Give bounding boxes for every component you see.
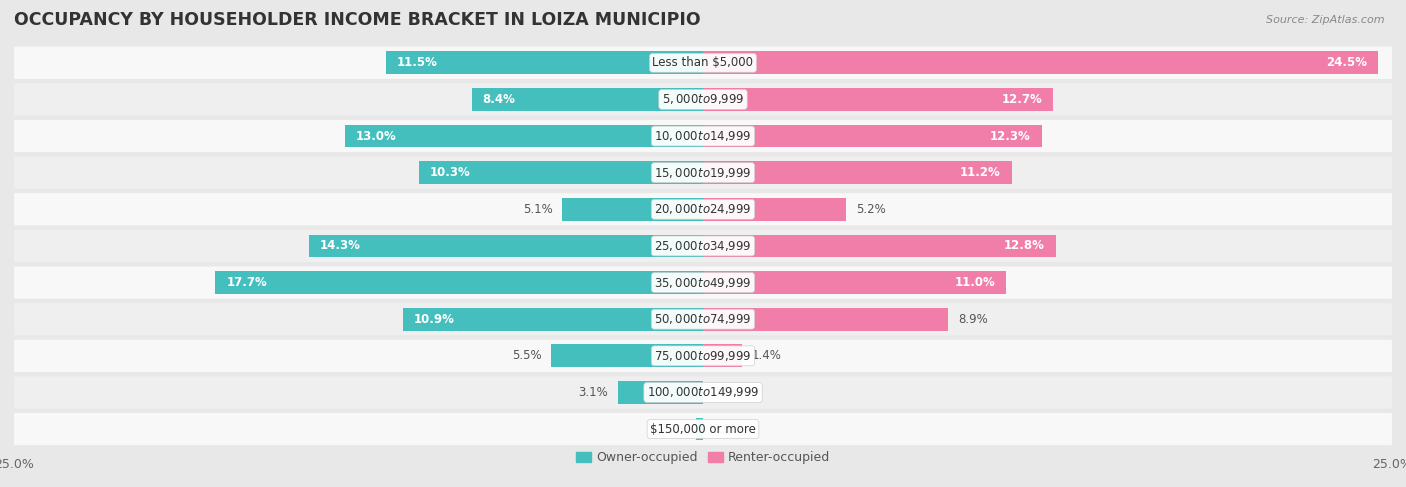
Text: 12.7%: 12.7% [1001, 93, 1042, 106]
Text: 0.0%: 0.0% [713, 423, 742, 435]
Bar [402, 308, 703, 331]
Text: 1.4%: 1.4% [751, 349, 782, 362]
Bar [703, 198, 846, 221]
FancyBboxPatch shape [14, 303, 1392, 336]
Text: OCCUPANCY BY HOUSEHOLDER INCOME BRACKET IN LOIZA MUNICIPIO: OCCUPANCY BY HOUSEHOLDER INCOME BRACKET … [14, 11, 700, 29]
Text: 8.9%: 8.9% [957, 313, 987, 326]
Text: $25,000 to $34,999: $25,000 to $34,999 [654, 239, 752, 253]
Bar [703, 161, 1012, 184]
Text: 0.0%: 0.0% [713, 386, 742, 399]
Text: $5,000 to $9,999: $5,000 to $9,999 [662, 93, 744, 106]
Bar [703, 271, 1007, 294]
FancyBboxPatch shape [14, 193, 1392, 225]
Text: 11.0%: 11.0% [955, 276, 995, 289]
FancyBboxPatch shape [14, 47, 1392, 79]
Text: Source: ZipAtlas.com: Source: ZipAtlas.com [1267, 15, 1385, 25]
Bar [703, 88, 1053, 111]
Text: 10.3%: 10.3% [430, 166, 471, 179]
Text: 5.1%: 5.1% [523, 203, 553, 216]
FancyBboxPatch shape [14, 120, 1392, 152]
Text: 8.4%: 8.4% [482, 93, 516, 106]
Text: 12.3%: 12.3% [990, 130, 1031, 143]
Bar [703, 52, 1378, 74]
Text: 13.0%: 13.0% [356, 130, 396, 143]
Text: $10,000 to $14,999: $10,000 to $14,999 [654, 129, 752, 143]
Text: 5.5%: 5.5% [512, 349, 541, 362]
Bar [617, 381, 703, 404]
Bar [471, 88, 703, 111]
FancyBboxPatch shape [14, 266, 1392, 299]
Bar [703, 308, 948, 331]
Text: 3.1%: 3.1% [578, 386, 607, 399]
Text: $20,000 to $24,999: $20,000 to $24,999 [654, 202, 752, 216]
FancyBboxPatch shape [14, 230, 1392, 262]
Text: $15,000 to $19,999: $15,000 to $19,999 [654, 166, 752, 180]
Text: 14.3%: 14.3% [321, 240, 361, 252]
Text: 11.2%: 11.2% [960, 166, 1001, 179]
Bar [419, 161, 703, 184]
Text: Less than $5,000: Less than $5,000 [652, 56, 754, 69]
Text: $35,000 to $49,999: $35,000 to $49,999 [654, 276, 752, 290]
Bar [387, 52, 703, 74]
Text: $50,000 to $74,999: $50,000 to $74,999 [654, 312, 752, 326]
FancyBboxPatch shape [14, 376, 1392, 409]
Bar [551, 344, 703, 367]
Bar [344, 125, 703, 148]
Text: 10.9%: 10.9% [413, 313, 454, 326]
Text: $100,000 to $149,999: $100,000 to $149,999 [647, 386, 759, 399]
Bar [696, 418, 703, 440]
Legend: Owner-occupied, Renter-occupied: Owner-occupied, Renter-occupied [571, 447, 835, 469]
Bar [703, 235, 1056, 257]
FancyBboxPatch shape [14, 156, 1392, 189]
Bar [703, 344, 741, 367]
Bar [215, 271, 703, 294]
FancyBboxPatch shape [14, 340, 1392, 372]
Bar [562, 198, 703, 221]
Text: 17.7%: 17.7% [226, 276, 267, 289]
Bar [703, 125, 1042, 148]
Text: 0.25%: 0.25% [650, 423, 686, 435]
Text: 12.8%: 12.8% [1004, 240, 1045, 252]
Text: 11.5%: 11.5% [396, 56, 439, 69]
Text: 5.2%: 5.2% [856, 203, 886, 216]
FancyBboxPatch shape [14, 413, 1392, 445]
Text: 24.5%: 24.5% [1326, 56, 1367, 69]
Text: $75,000 to $99,999: $75,000 to $99,999 [654, 349, 752, 363]
Text: $150,000 or more: $150,000 or more [650, 423, 756, 435]
Bar [309, 235, 703, 257]
FancyBboxPatch shape [14, 83, 1392, 115]
